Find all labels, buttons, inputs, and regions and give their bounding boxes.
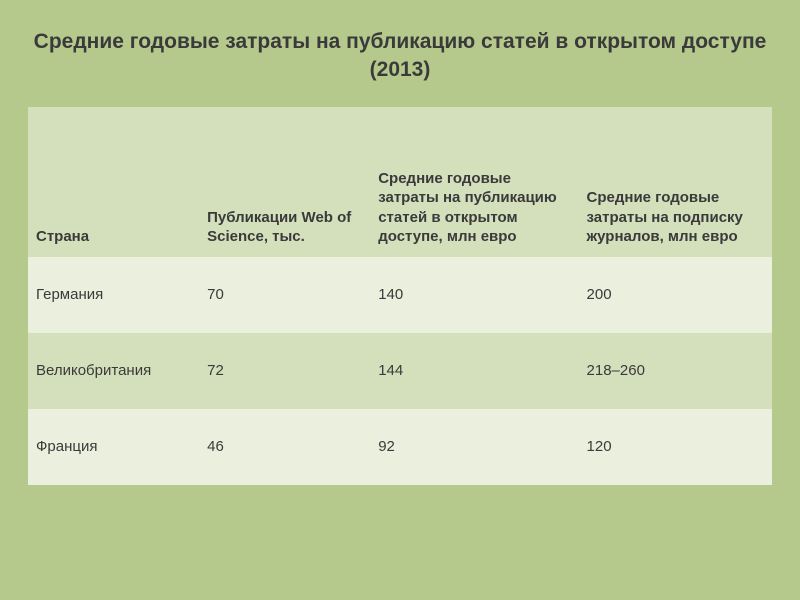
- costs-table: Страна Публикации Web of Science, тыс. С…: [28, 107, 772, 485]
- cell-oa-costs: 144: [370, 333, 578, 409]
- cell-country: Франция: [28, 409, 199, 485]
- cell-country: Великобритания: [28, 333, 199, 409]
- table-row: Франция 46 92 120: [28, 409, 772, 485]
- cell-subscription-costs: 218–260: [579, 333, 772, 409]
- col-header-country: Страна: [28, 107, 199, 257]
- cell-oa-costs: 140: [370, 257, 578, 333]
- col-header-oa-costs: Средние годовые затраты на публикацию ст…: [370, 107, 578, 257]
- page-title: Средние годовые затраты на публикацию ст…: [28, 28, 772, 85]
- col-header-subscription-costs: Средние годовые затраты на подписку журн…: [579, 107, 772, 257]
- table-row: Германия 70 140 200: [28, 257, 772, 333]
- table-row: Великобритания 72 144 218–260: [28, 333, 772, 409]
- slide: Средние годовые затраты на публикацию ст…: [0, 0, 800, 600]
- table-header-row: Страна Публикации Web of Science, тыс. С…: [28, 107, 772, 257]
- col-header-publications: Публикации Web of Science, тыс.: [199, 107, 370, 257]
- cell-subscription-costs: 120: [579, 409, 772, 485]
- cell-country: Германия: [28, 257, 199, 333]
- cell-subscription-costs: 200: [579, 257, 772, 333]
- cell-publications: 72: [199, 333, 370, 409]
- cell-publications: 70: [199, 257, 370, 333]
- cell-publications: 46: [199, 409, 370, 485]
- cell-oa-costs: 92: [370, 409, 578, 485]
